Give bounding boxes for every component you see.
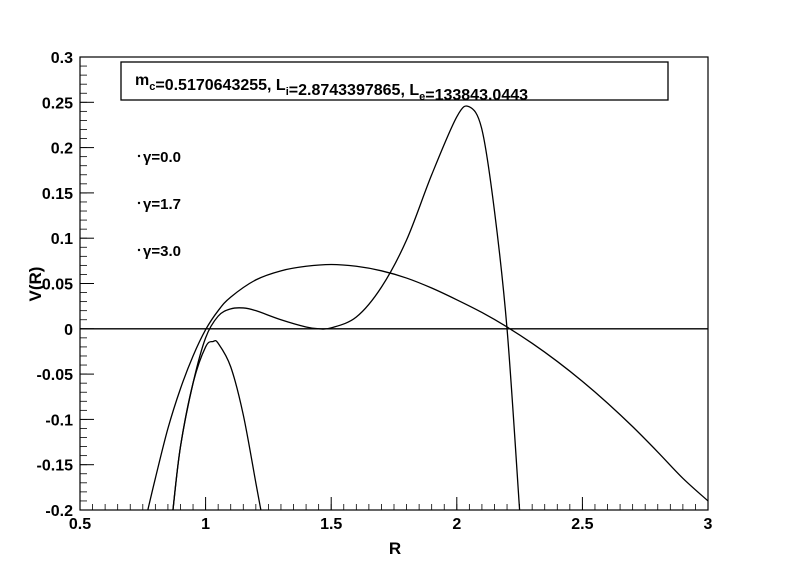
series-group <box>147 105 708 510</box>
y-tick-label: -0.1 <box>45 412 73 429</box>
legend-label-0: γ=0.0 <box>143 149 181 166</box>
legend-label-2: γ=3.0 <box>143 243 181 260</box>
y-tick-label: 0.05 <box>42 277 73 294</box>
x-tick-label: 3 <box>704 516 713 533</box>
x-tick-label: 1.5 <box>320 516 342 533</box>
y-tick-label: 0.3 <box>51 50 73 67</box>
y-tick-label: 0.1 <box>51 231 73 248</box>
y-tick-label: 0.25 <box>42 95 73 112</box>
legend-marker-1 <box>137 201 141 205</box>
y-tick-label: -0.15 <box>37 458 74 475</box>
series-line-2 <box>172 339 262 510</box>
x-tick-label: 2.5 <box>571 516 593 533</box>
axes: 0.5 1 1.5 2 2.5 3 -0.2 -0.15 -0.1 -0.05 0 0.05 0.1 0.… <box>26 50 713 558</box>
info-box: mc=0.5170643255, Li=2.8743397865, Le=133… <box>120 61 669 104</box>
x-tick-label: 0.5 <box>69 516 91 533</box>
y-tick-label: -0.2 <box>45 503 73 520</box>
y-tick-label: 0.15 <box>42 186 73 203</box>
x-axis-title: R <box>389 539 401 558</box>
legend: γ=0.0 γ=1.7 γ=3.0 <box>137 149 181 260</box>
info-text: mc=0.5170643255, Li=2.8743397865, Le=133… <box>135 72 528 104</box>
y-tick-label: 0.2 <box>51 141 73 158</box>
x-tick-label: 1 <box>201 516 210 533</box>
legend-marker-2 <box>137 248 141 252</box>
y-tick-label: 0 <box>64 322 73 339</box>
plot-frame <box>79 56 709 511</box>
series-line-0 <box>147 263 708 510</box>
info-box-frame <box>120 61 669 101</box>
series-line-1 <box>172 105 521 510</box>
legend-marker-0 <box>137 154 141 158</box>
y-tick-label: -0.05 <box>37 367 74 384</box>
legend-label-1: γ=1.7 <box>143 196 181 213</box>
y-axis-title: V(R) <box>26 267 45 302</box>
x-tick-label: 2 <box>452 516 461 533</box>
